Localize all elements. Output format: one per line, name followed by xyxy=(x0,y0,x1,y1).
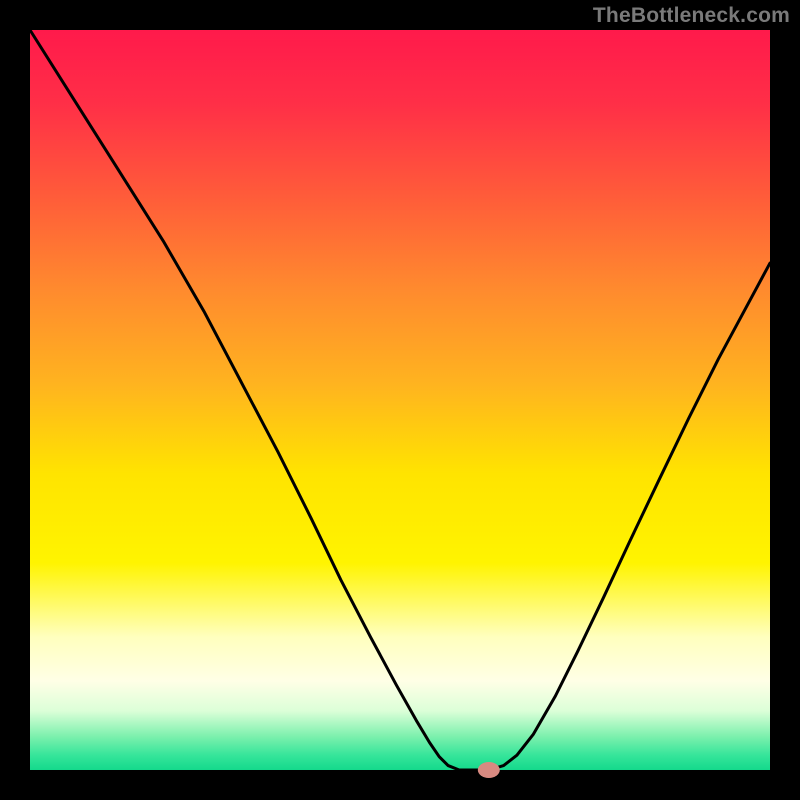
watermark-text: TheBottleneck.com xyxy=(593,4,790,28)
chart-stage: TheBottleneck.com xyxy=(0,0,800,800)
optimal-point-marker xyxy=(478,762,500,778)
chart-svg xyxy=(0,0,800,800)
plot-background xyxy=(30,30,770,770)
